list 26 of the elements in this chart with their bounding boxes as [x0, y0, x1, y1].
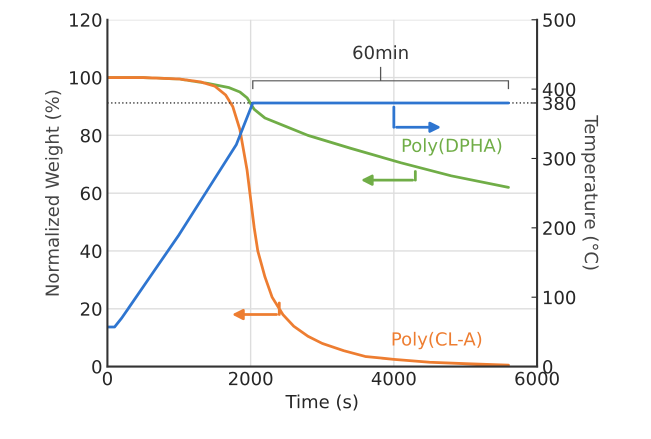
y2-tick-label: 380	[543, 96, 576, 110]
y-tick-label: 40	[80, 244, 102, 258]
x-tick-label: 6000	[515, 372, 559, 386]
y-tick-label: 0	[92, 360, 102, 374]
x-axis-title: Time (s)	[285, 394, 358, 411]
y2-tick-label: 0	[543, 360, 552, 374]
y-tick-label: 60	[80, 186, 102, 200]
y-tick-label: 80	[80, 128, 102, 142]
line-series	[107, 76, 510, 367]
x-tick-label: 4000	[372, 372, 416, 386]
y2-tick-label: 500	[543, 13, 576, 27]
y2-axis-title: Temperature (°C)	[581, 115, 599, 270]
annotation: 60min	[353, 45, 408, 60]
y-axis-title: Normalized Weight (%)	[45, 90, 63, 296]
x-tick-label: 0	[102, 372, 112, 386]
line-series	[107, 102, 510, 328]
y-tick-label: 100	[70, 71, 102, 85]
series-label: Poly(CL-A)	[392, 332, 482, 350]
y2-tick-label: 400	[542, 82, 576, 96]
y-tick-label: 120	[70, 13, 102, 27]
series-label: Poly(DPHA)	[402, 138, 502, 156]
y2-tick-label: 300	[543, 152, 576, 166]
x-tick-label: 2000	[228, 372, 272, 386]
y2-tick-label: 200	[543, 221, 576, 235]
y2-tick-label: 100	[544, 290, 576, 304]
y-tick-label: 20	[80, 302, 102, 316]
